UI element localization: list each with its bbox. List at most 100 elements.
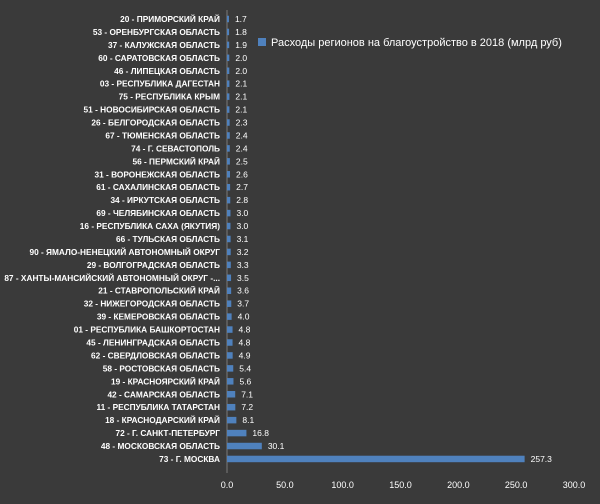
bar: [227, 261, 231, 269]
bar: [227, 80, 230, 87]
category-label: 03 - РЕСПУБЛИКА ДАГЕСТАН: [100, 79, 220, 89]
bar: [227, 274, 232, 282]
data-label: 2.8: [236, 195, 248, 205]
category-label: 87 - ХАНТЫ-МАНСИЙСКИЙ АВТОНОМНЫЙ ОКРУГ -…: [4, 272, 220, 283]
data-label: 2.0: [235, 53, 247, 63]
category-label: 74 - Г. СЕВАСТОПОЛЬ: [131, 143, 220, 153]
bar: [227, 132, 230, 139]
data-label: 2.3: [236, 118, 248, 128]
category-label: 42 - САМАРСКАЯ ОБЛАСТЬ: [107, 389, 220, 399]
bar: [227, 287, 232, 294]
category-label: 11 - РЕСПУБЛИКА ТАТАРСТАН: [96, 402, 220, 412]
category-label: 01 - РЕСПУБЛИКА БАШКОРТОСТАН: [74, 325, 220, 335]
legend-label: Расходы регионов на благоустройство в 20…: [271, 37, 562, 49]
category-label: 51 - НОВОСИБИРСКАЯ ОБЛАСТЬ: [84, 105, 220, 115]
bar: [227, 235, 231, 243]
bar: [227, 391, 236, 398]
data-label: 5.4: [239, 363, 251, 373]
category-label: 18 - КРАСНОДАРСКИЙ КРАЙ: [105, 414, 220, 425]
category-label: 60 - САРАТОВСКАЯ ОБЛАСТЬ: [98, 53, 220, 63]
data-label: 4.8: [239, 325, 251, 335]
bar: [227, 158, 230, 165]
category-label: 72 - Г. САНКТ-ПЕТЕРБУРГ: [115, 428, 220, 438]
category-label: 34 - ИРКУТСКАЯ ОБЛАСТЬ: [110, 195, 220, 205]
bar: [227, 196, 231, 204]
data-label: 4.8: [239, 338, 251, 348]
category-label: 62 - СВЕРДЛОВСКАЯ ОБЛАСТЬ: [91, 350, 220, 360]
data-label: 2.4: [236, 143, 248, 153]
data-label: 257.3: [531, 454, 553, 464]
x-tick-label: 100.0: [331, 480, 354, 490]
data-label: 3.2: [237, 247, 249, 257]
data-label: 2.6: [236, 169, 248, 179]
data-label: 3.0: [236, 221, 248, 231]
bar: [227, 248, 231, 256]
data-label: 2.0: [235, 66, 247, 76]
data-label: 1.9: [235, 40, 247, 50]
data-label: 16.8: [252, 428, 269, 438]
bar: [227, 28, 230, 36]
bar: [227, 145, 230, 152]
bar: [227, 15, 229, 23]
data-label: 30.1: [268, 441, 285, 451]
category-label: 39 - КЕМЕРОВСКАЯ ОБЛАСТЬ: [97, 312, 220, 322]
bar: [227, 313, 232, 320]
data-label: 8.1: [242, 415, 254, 425]
bar: [227, 378, 234, 385]
data-label: 2.4: [236, 130, 248, 140]
category-label: 21 - СТАВРОПОЛЬСКИЙ КРАЙ: [98, 285, 220, 296]
category-label: 48 - МОСКОВСКАЯ ОБЛАСТЬ: [101, 441, 220, 451]
category-label: 32 - НИЖЕГОРОДСКАЯ ОБЛАСТЬ: [84, 299, 220, 309]
category-label: 75 - РЕСПУБЛИКА КРЫМ: [119, 92, 220, 102]
bar: [227, 365, 234, 372]
data-label: 3.5: [237, 273, 249, 283]
bar: [227, 119, 230, 126]
category-label: 67 - ТЮМЕНСКАЯ ОБЛАСТЬ: [105, 130, 220, 140]
data-label: 1.7: [235, 14, 247, 24]
data-label: 7.2: [241, 402, 253, 412]
data-label: 3.6: [237, 286, 249, 296]
bar: [227, 93, 230, 100]
data-label: 5.6: [239, 376, 251, 386]
bar: [227, 326, 233, 333]
category-label: 66 - ТУЛЬСКАЯ ОБЛАСТЬ: [116, 234, 220, 244]
category-label: 19 - КРАСНОЯРСКИЙ КРАЙ: [111, 375, 220, 386]
data-label: 4.9: [239, 350, 251, 360]
data-label: 4.0: [238, 312, 250, 322]
data-label: 2.5: [236, 156, 248, 166]
category-label: 16 - РЕСПУБЛИКА САХА (ЯКУТИЯ): [80, 221, 220, 231]
data-label: 2.1: [235, 105, 247, 115]
category-label: 29 - ВОЛГОГРАДСКАЯ ОБЛАСТЬ: [87, 260, 220, 270]
category-label: 53 - ОРЕНБУРГСКАЯ ОБЛАСТЬ: [93, 27, 220, 37]
category-label: 69 - ЧЕЛЯБИНСКАЯ ОБЛАСТЬ: [96, 208, 220, 218]
legend: Расходы регионов на благоустройство в 20…: [258, 37, 562, 49]
category-label: 90 - ЯМАЛО-НЕНЕЦКИЙ АВТОНОМНЫЙ ОКРУГ: [29, 246, 220, 257]
category-label: 58 - РОСТОВСКАЯ ОБЛАСТЬ: [103, 363, 220, 373]
category-label: 26 - БЕЛГОРОДСКАЯ ОБЛАСТЬ: [91, 118, 220, 128]
data-label: 3.7: [237, 299, 249, 309]
data-label: 2.7: [236, 182, 248, 192]
bar: [227, 222, 231, 230]
category-label: 56 - ПЕРМСКИЙ КРАЙ: [132, 155, 220, 166]
plot-area: 20 - ПРИМОРСКИЙ КРАЙ 1.7 53 - ОРЕНБУРГСКАЯ…: [4, 10, 585, 490]
data-label: 2.1: [235, 92, 247, 102]
category-label: 37 - КАЛУЖСКАЯ ОБЛАСТЬ: [108, 40, 220, 50]
x-tick-label: 50.0: [276, 480, 294, 490]
bar: [227, 403, 236, 411]
category-label: 45 - ЛЕНИНГРАДСКАЯ ОБЛАСТЬ: [86, 338, 220, 348]
bar: [227, 442, 262, 450]
bar: [227, 106, 230, 113]
bar: [227, 352, 233, 359]
category-label: 73 - Г. МОСКВА: [159, 454, 220, 464]
data-label: 3.1: [237, 234, 249, 244]
data-label: 2.1: [235, 79, 247, 89]
x-tick-label: 300.0: [563, 480, 586, 490]
bar: [227, 209, 231, 217]
x-tick-label: 150.0: [389, 480, 412, 490]
bar: [227, 339, 233, 346]
x-tick-label: 250.0: [505, 480, 528, 490]
bar: [227, 41, 230, 49]
bar: [227, 416, 237, 424]
bar: [227, 67, 230, 75]
